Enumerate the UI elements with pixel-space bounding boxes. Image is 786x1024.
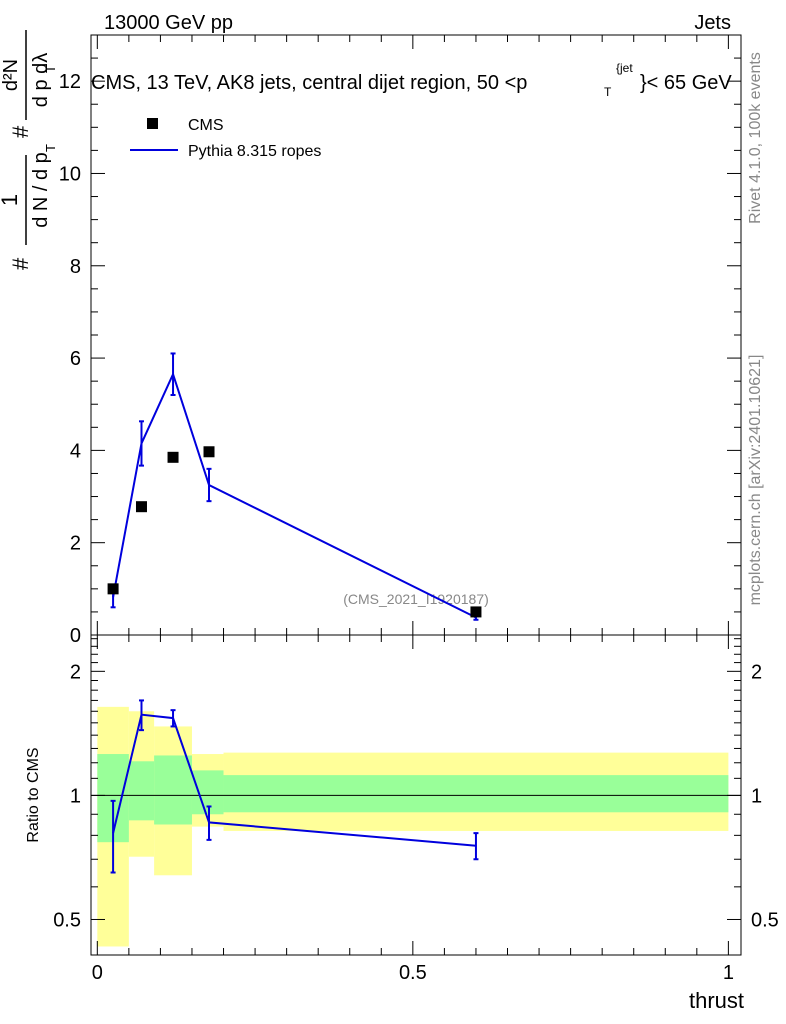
ylabel-sub-t-1: T	[43, 144, 58, 152]
main-y-tick-labels: 0 2 4 6 8 10 12	[59, 71, 81, 647]
inner-uncertainty-band	[223, 775, 729, 813]
ylabel-denominator-2: d p dλ	[30, 53, 52, 107]
ratio-y-tick-label-right: 1	[751, 785, 762, 807]
x-tick-label: 0.5	[399, 962, 427, 984]
ylabel-denominator-1: d N / d p	[30, 152, 52, 228]
ratio-x-tick-labels: 0 0.5 1	[92, 962, 734, 984]
main-plot-panel: 0 2 4 6 8 10 12 (CMS_2021_I1920187) CMS, 13 Te…	[0, 30, 742, 647]
ratio-plot-panel: 0.5 0.51 12 2 0 0.5 1 Ratio to CMS thrust	[25, 634, 779, 1013]
ratio-y-tick-labels: 0.5 0.5 1 1 2 2	[53, 661, 779, 931]
ratio-y-axis-label: Ratio to CMS	[25, 747, 42, 842]
main-y-tick-label: 0	[70, 625, 81, 647]
pythia-series-main	[110, 352, 479, 621]
ylabel-sub-t-2: T	[43, 65, 58, 73]
ratio-axis-ticks	[91, 635, 741, 955]
legend: CMS Pythia 8.315 ropes	[130, 117, 321, 160]
main-y-axis-label: # 1 d N / d p T # d²N d p dλ T	[0, 30, 58, 270]
analysis-watermark: (CMS_2021_I1920187)	[343, 591, 489, 607]
title-p: p	[516, 72, 527, 94]
title-superscript: {jet	[616, 61, 633, 75]
main-axis-ticks	[91, 35, 741, 636]
legend-pythia-label: Pythia 8.315 ropes	[188, 143, 321, 160]
cms-data-point	[167, 451, 179, 463]
pythia-line	[112, 371, 477, 619]
main-y-tick-label: 12	[59, 71, 81, 93]
title-main: CMS, 13 TeV, AK8 jets, central dijet reg…	[91, 72, 516, 94]
title-subscript: T	[604, 85, 612, 99]
ylabel-numerator: d²N	[0, 59, 22, 91]
ratio-y-tick-label-right: 0.5	[751, 909, 779, 931]
pythia-series-ratio	[110, 699, 479, 874]
main-y-tick-label: 8	[70, 256, 81, 278]
ratio-y-tick-label: 0.5	[53, 909, 81, 931]
main-y-tick-label: 6	[70, 348, 81, 370]
rivet-version-label: Rivet 4.1.0, 100k events	[747, 52, 764, 224]
ratio-y-tick-label: 1	[70, 785, 81, 807]
cms-data-point	[470, 606, 482, 618]
main-y-tick-label: 4	[70, 440, 81, 462]
ratio-y-tick-label: 2	[70, 661, 81, 683]
legend-cms-label: CMS	[188, 117, 224, 134]
inner-uncertainty-band	[128, 761, 155, 821]
title-tail: }< 65 GeV	[640, 72, 732, 94]
main-y-tick-label: 10	[59, 163, 81, 185]
x-tick-label: 0	[92, 962, 103, 984]
ylabel-hash-1: #	[8, 257, 33, 270]
process-label: Jets	[694, 12, 731, 34]
cms-data-point	[203, 446, 215, 458]
mcplots-label: mcplots.cern.ch [arXiv:2401.10621]	[747, 355, 764, 606]
main-y-tick-label: 2	[70, 533, 81, 555]
cms-data-point	[135, 501, 147, 513]
ylabel-hash-2: #	[8, 125, 33, 138]
x-tick-label: 1	[723, 962, 734, 984]
ylabel-one: 1	[0, 194, 22, 206]
chart-title: CMS, 13 TeV, AK8 jets, central dijet reg…	[91, 72, 527, 94]
inner-uncertainty-band	[154, 755, 192, 825]
ratio-uncertainty-bands	[97, 706, 729, 947]
energy-label: 13000 GeV pp	[104, 12, 233, 34]
ratio-y-tick-label-right: 2	[751, 661, 762, 683]
x-axis-label: thrust	[689, 988, 744, 1013]
legend-cms-marker	[147, 118, 158, 129]
inner-uncertainty-band	[191, 770, 224, 815]
cms-data-point	[107, 583, 119, 595]
cms-series-main	[107, 446, 482, 618]
